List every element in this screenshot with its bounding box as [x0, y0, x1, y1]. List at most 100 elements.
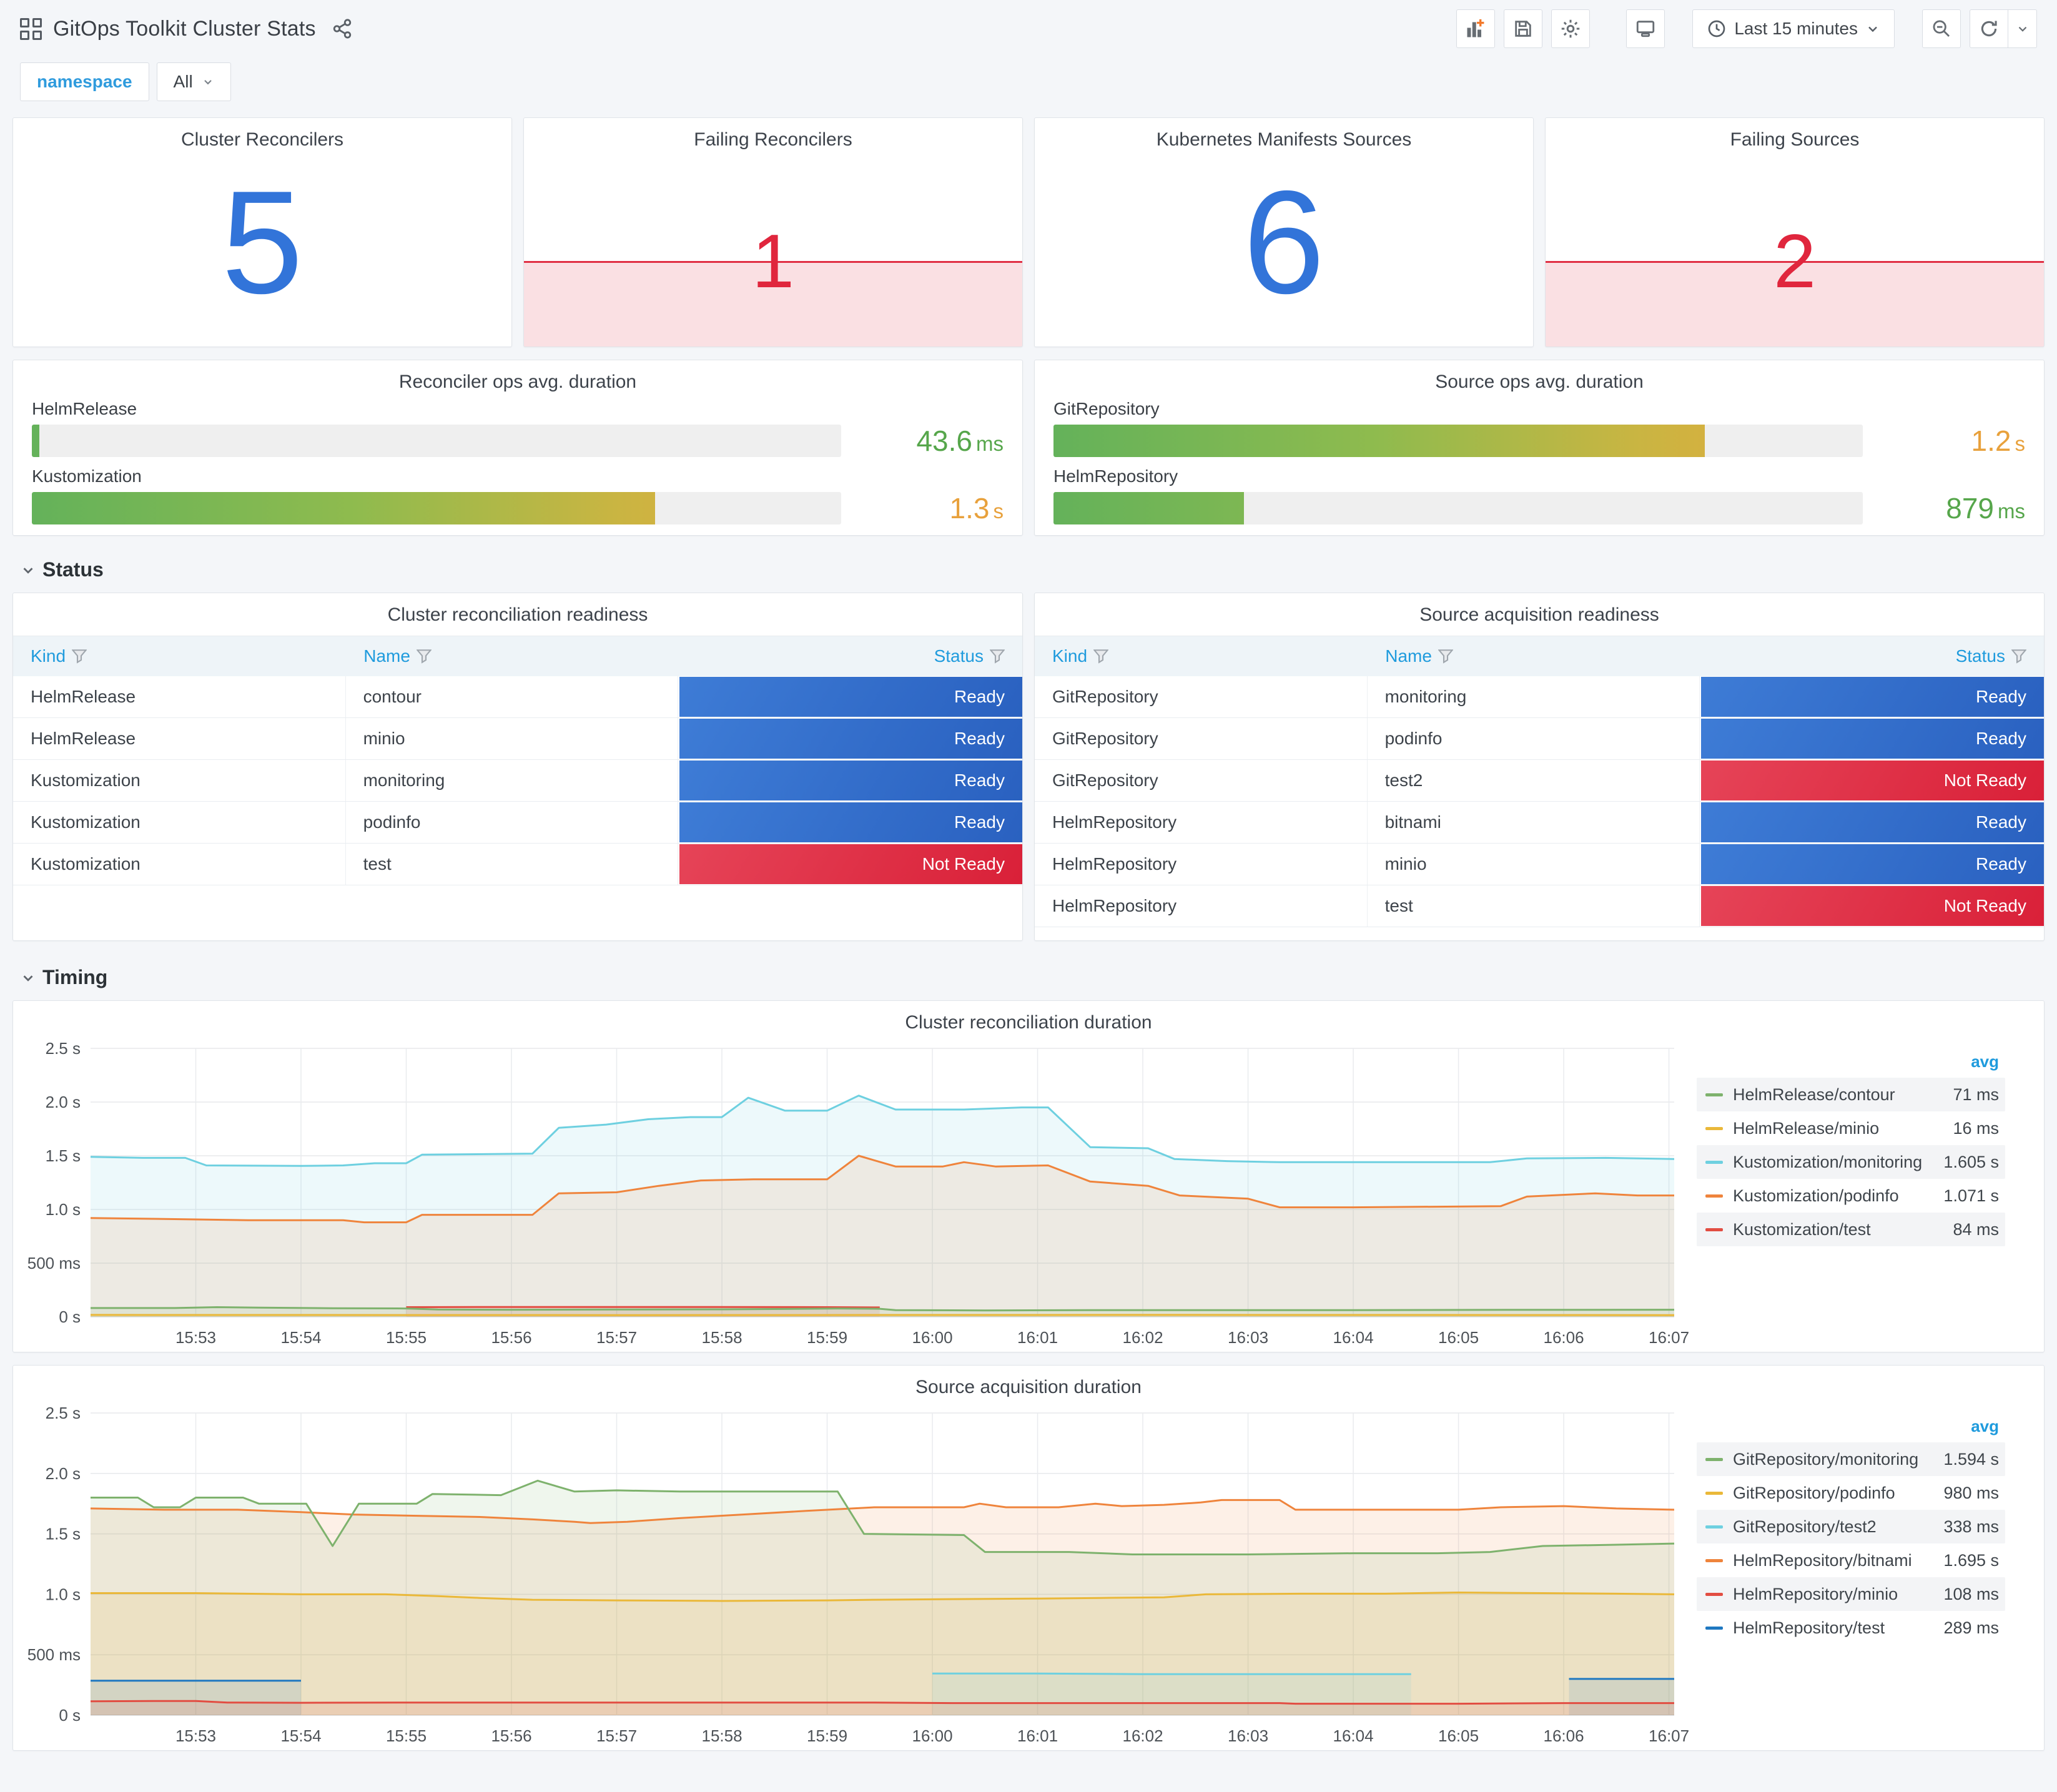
namespace-selected-value: All — [173, 72, 193, 91]
panel-title: Failing Sources — [1730, 129, 1860, 150]
svg-text:1.0 s: 1.0 s — [46, 1200, 81, 1219]
table-row: HelmRepository minio Ready — [1035, 844, 2044, 885]
legend-avg-header[interactable]: avg — [1971, 1052, 1999, 1071]
dashboard-settings-button[interactable] — [1551, 9, 1591, 48]
cell-kind: GitRepository — [1035, 718, 1368, 759]
status-badge: Not Ready — [679, 844, 1022, 884]
stat-sparkline-fill — [1546, 262, 2044, 347]
svg-text:2.5 s: 2.5 s — [46, 1404, 81, 1422]
panel-kubernetes-manifests-sources[interactable]: Kubernetes Manifests Sources 6 — [1034, 117, 1534, 347]
cycle-view-mode-button[interactable] — [1626, 9, 1665, 48]
panel-reconciler-ops-duration[interactable]: Reconciler ops avg. duration HelmRelease… — [12, 360, 1023, 536]
panel-source-ops-duration[interactable]: Source ops avg. duration GitRepository 1.… — [1034, 360, 2045, 536]
chart-canvas[interactable]: 0 s 500 ms 1.0 s 1.5 s 2.0 s 2.5 s 15:53 15:54 1… — [17, 1037, 1690, 1352]
svg-text:500 ms: 500 ms — [27, 1645, 81, 1664]
status-badge: Ready — [679, 761, 1022, 800]
panel-failing-sources[interactable]: Failing Sources 2 — [1545, 117, 2045, 347]
svg-text:1.5 s: 1.5 s — [46, 1525, 81, 1543]
stat-sparkline — [524, 260, 1022, 263]
legend-series-avg: 338 ms — [1943, 1517, 1999, 1536]
variables-row: namespace All — [12, 57, 2045, 117]
status-badge: Ready — [679, 677, 1022, 717]
legend-series-color — [1705, 1457, 1723, 1461]
legend-series-name[interactable]: Kustomization/monitoring — [1733, 1152, 1923, 1171]
gauge-row: HelmRepository 879 ms — [1053, 466, 2025, 525]
svg-text:15:53: 15:53 — [175, 1726, 216, 1745]
svg-text:15:53: 15:53 — [175, 1328, 216, 1347]
time-series-plot[interactable]: 0 s 500 ms 1.0 s 1.5 s 2.0 s 2.5 s 15:53 15:54 1… — [17, 1037, 1690, 1352]
legend-series-name[interactable]: HelmRepository/bitnami — [1733, 1550, 1912, 1570]
legend-series-name[interactable]: Kustomization/podinfo — [1733, 1186, 1899, 1205]
panel-cluster-reconciliation-duration[interactable]: Cluster reconciliation duration 0 s 500 m… — [12, 1000, 2045, 1352]
column-header-status[interactable]: Status — [679, 646, 1022, 666]
dashboards-grid-icon[interactable] — [20, 17, 42, 40]
chevron-down-icon — [2018, 26, 2026, 32]
column-header-status[interactable]: Status — [1701, 646, 2044, 666]
svg-text:1.5 s: 1.5 s — [46, 1146, 81, 1165]
filter-funnel-icon[interactable] — [989, 649, 1005, 664]
cell-name: minio — [1368, 844, 1700, 885]
panel-cluster-reconcilers[interactable]: Cluster Reconcilers 5 — [12, 117, 512, 347]
cell-kind: HelmRelease — [13, 676, 346, 717]
legend-series-name[interactable]: HelmRelease/contour — [1733, 1085, 1895, 1104]
gauge-value: 879 ms — [1946, 492, 2025, 524]
filter-funnel-icon[interactable] — [2011, 649, 2026, 664]
column-header-name[interactable]: Name — [346, 646, 679, 666]
column-header-name[interactable]: Name — [1368, 646, 1700, 666]
legend-series-avg: 108 ms — [1943, 1584, 1999, 1603]
table-row: HelmRepository bitnami Ready — [1035, 802, 2044, 844]
svg-text:16:03: 16:03 — [1228, 1726, 1268, 1745]
refresh-button[interactable] — [1970, 9, 2008, 48]
chart-legend: avg GitRepository/monitoring 1.594 s GitRep… — [1690, 1402, 2015, 1750]
namespace-variable-value[interactable]: All — [156, 62, 231, 101]
refresh-interval-dropdown[interactable] — [2008, 9, 2037, 48]
add-panel-button[interactable] — [1456, 9, 1496, 48]
table-row: GitRepository podinfo Ready — [1035, 718, 2044, 760]
svg-text:1.0 s: 1.0 s — [46, 1585, 81, 1603]
legend-series-color — [1705, 1525, 1723, 1529]
share-icon[interactable] — [327, 14, 357, 44]
filter-funnel-icon[interactable] — [72, 649, 87, 664]
tables-row: Cluster reconciliation readiness Kind Na… — [12, 593, 2045, 941]
svg-text:16:05: 16:05 — [1438, 1328, 1479, 1347]
svg-text:500 ms: 500 ms — [27, 1254, 81, 1273]
cell-name: test — [1368, 885, 1700, 927]
filter-funnel-icon[interactable] — [1093, 649, 1109, 664]
legend-series-name[interactable]: GitRepository/podinfo — [1733, 1483, 1895, 1502]
save-dashboard-button[interactable] — [1504, 9, 1543, 48]
legend-series-name[interactable]: HelmRelease/minio — [1733, 1118, 1880, 1138]
column-header-kind[interactable]: Kind — [13, 646, 346, 666]
column-header-kind[interactable]: Kind — [1035, 646, 1368, 666]
namespace-variable-label[interactable]: namespace — [20, 62, 149, 101]
legend-avg-header[interactable]: avg — [1971, 1417, 1999, 1435]
legend-series-name[interactable]: GitRepository/monitoring — [1733, 1449, 1919, 1469]
time-range-picker[interactable]: Last 15 minutes — [1692, 9, 1895, 48]
legend-series-name[interactable]: HelmRepository/minio — [1733, 1584, 1898, 1603]
chart-canvas[interactable]: 0 s 500 ms 1.0 s 1.5 s 2.0 s 2.5 s 15:53 15:54 1… — [17, 1402, 1690, 1751]
gauge-fill — [32, 425, 39, 457]
svg-text:16:01: 16:01 — [1017, 1328, 1058, 1347]
legend-series-name[interactable]: HelmRepository/test — [1733, 1618, 1885, 1637]
cell-kind: HelmRepository — [1035, 844, 1368, 885]
svg-text:16:01: 16:01 — [1017, 1726, 1058, 1745]
filter-funnel-icon[interactable] — [416, 649, 432, 664]
svg-text:15:55: 15:55 — [386, 1328, 427, 1347]
panel-cluster-reconciliation-readiness[interactable]: Cluster reconciliation readiness Kind Na… — [12, 593, 1023, 941]
svg-text:15:56: 15:56 — [491, 1328, 531, 1347]
time-series-plot[interactable]: 0 s 500 ms 1.0 s 1.5 s 2.0 s 2.5 s 15:53 15:54 1… — [17, 1402, 1690, 1751]
zoom-out-time-button[interactable] — [1922, 9, 1961, 48]
chart-legend: avg HelmRelease/contour 71 ms HelmRelease/m… — [1690, 1037, 2015, 1352]
section-header-status[interactable]: Status — [12, 552, 2045, 593]
chevron-down-icon — [204, 80, 212, 85]
legend-item: HelmRelease/contour 71 ms — [1697, 1078, 2005, 1111]
panel-failing-reconcilers[interactable]: Failing Reconcilers 1 — [523, 117, 1023, 347]
legend-series-name[interactable]: Kustomization/test — [1733, 1219, 1871, 1239]
section-header-timing[interactable]: Timing — [12, 960, 2045, 1000]
panel-source-acquisition-readiness[interactable]: Source acquisition readiness Kind Name S… — [1034, 593, 2045, 941]
gauge-label: HelmRelease — [32, 399, 137, 418]
filter-funnel-icon[interactable] — [1438, 649, 1453, 664]
legend-series-name[interactable]: GitRepository/test2 — [1733, 1517, 1877, 1536]
svg-text:16:00: 16:00 — [912, 1726, 953, 1745]
table-header: Kind Name Status — [13, 636, 1022, 676]
panel-source-acquisition-duration[interactable]: Source acquisition duration 0 s 500 ms 1.0… — [12, 1365, 2045, 1751]
